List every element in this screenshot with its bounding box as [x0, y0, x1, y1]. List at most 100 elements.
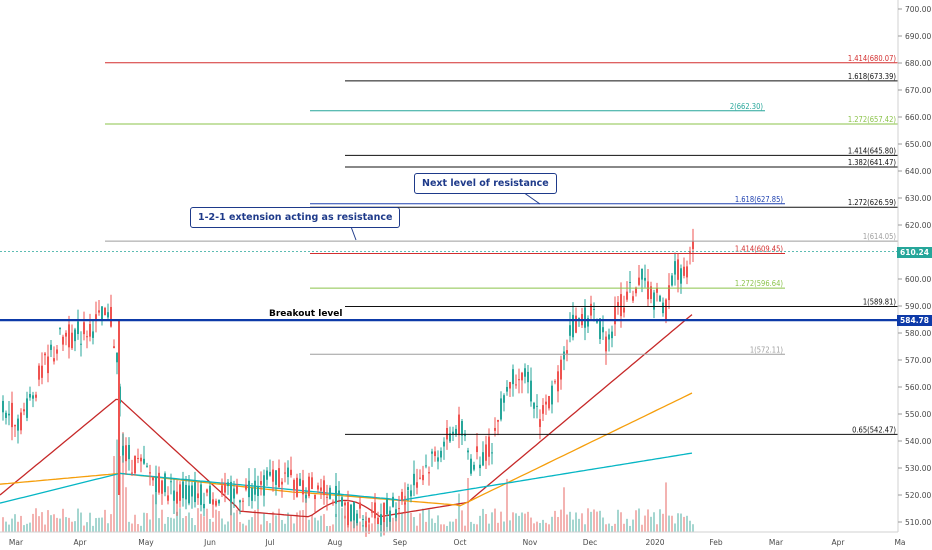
volume-bar: [623, 523, 625, 532]
y-axis: 510.00 520.00 530.00 540.00 550.00 560.00 570.…: [897, 0, 931, 532]
candle-body: [26, 398, 28, 418]
volume-bar: [638, 508, 640, 532]
volume-bar: [443, 524, 445, 532]
candle-body: [443, 441, 445, 447]
volume-bar: [68, 517, 70, 532]
candle-body: [176, 491, 178, 504]
candle-body: [71, 332, 73, 349]
volume-bar: [149, 519, 151, 532]
y-tick-label: 560.00: [905, 383, 931, 392]
candle-body: [668, 285, 670, 301]
candle-body: [665, 299, 667, 321]
candle-body: [608, 334, 610, 340]
candle-body: [167, 495, 169, 501]
candle-body: [359, 502, 361, 509]
x-tick-label: Aug: [328, 538, 343, 547]
candle-body: [308, 476, 310, 497]
volume-bar: [164, 523, 166, 532]
volume-bar: [410, 512, 412, 532]
volume-bar: [272, 511, 274, 532]
volume-bar: [599, 510, 601, 532]
volume-bar: [161, 509, 163, 532]
volume-bar: [305, 491, 307, 532]
candle-body: [38, 365, 40, 380]
volume-bar: [95, 518, 97, 532]
candle-body: [434, 451, 436, 457]
candle-body: [569, 325, 571, 336]
candle-body: [236, 485, 238, 494]
x-tick-label: Ma: [894, 538, 905, 547]
volume-bar: [17, 521, 19, 532]
candle-body: [446, 427, 448, 440]
volume-bar: [98, 517, 100, 532]
volume-bar: [77, 508, 79, 532]
volume-bar: [689, 520, 691, 532]
volume-bar: [419, 513, 421, 532]
x-tick-label: Apr: [74, 538, 88, 547]
y-tick-label: 510.00: [905, 518, 931, 527]
candle-body: [233, 488, 235, 499]
candle-body: [320, 487, 322, 491]
candle-body: [5, 412, 7, 418]
candle-body: [338, 490, 340, 496]
candle-body: [350, 504, 352, 522]
candle-body: [452, 431, 454, 434]
candle-body: [500, 398, 502, 420]
volume-bar: [521, 512, 523, 532]
candle-body: [344, 502, 346, 506]
candle-body: [584, 307, 586, 328]
volume-bar: [692, 524, 694, 532]
candle-body: [323, 480, 325, 496]
x-tick-label: Apr: [832, 538, 846, 547]
volume-bar: [527, 511, 529, 532]
candle-body: [2, 400, 4, 413]
y-tick-label: 640.00: [905, 167, 931, 176]
candle-body: [353, 501, 355, 521]
candle-body: [158, 472, 160, 493]
candle-body: [596, 319, 598, 323]
volume-bar: [458, 493, 460, 532]
candle-body: [458, 414, 460, 436]
volume-bar: [584, 524, 586, 532]
candle-body: [14, 424, 16, 427]
breakout-label: Breakout level: [269, 309, 343, 319]
volume-bar: [50, 515, 52, 532]
candle-body: [680, 268, 682, 284]
volume-bar: [239, 521, 241, 532]
fib-level-label: 1.382(641.47): [848, 158, 897, 167]
candle-body: [326, 496, 328, 498]
candle-body: [113, 346, 115, 349]
candle-body: [74, 329, 76, 342]
candle-body: [341, 497, 343, 507]
candle-body: [212, 499, 214, 505]
candle-body: [404, 502, 406, 505]
volume-bar: [338, 492, 340, 532]
x-axis: Mar Apr May Jun Jul Aug Sep Oct Nov Dec 2020 Feb Mar…: [0, 531, 906, 547]
candle-body: [515, 384, 517, 386]
candle-body: [299, 478, 301, 486]
volume-bar: [113, 456, 115, 532]
volume-bar: [662, 513, 664, 532]
candle-body: [476, 446, 478, 453]
volume-bar: [275, 515, 277, 532]
candle-body: [149, 472, 151, 474]
y-tick-label: 590.00: [905, 302, 931, 311]
volume-bar: [629, 525, 631, 532]
candle-body: [440, 450, 442, 458]
candle-body: [506, 386, 508, 392]
volume-bar: [167, 517, 169, 532]
candle-body: [671, 275, 673, 286]
candle-body: [407, 487, 409, 491]
candle-body: [383, 502, 385, 523]
sma-long-line: [0, 452, 693, 504]
candle-body: [278, 468, 280, 488]
candle-body: [554, 381, 556, 383]
candle-body: [227, 482, 229, 487]
volume-bar: [26, 523, 28, 532]
y-tick-label: 600.00: [905, 275, 931, 284]
volume-bar: [392, 517, 394, 532]
volume-bar: [287, 512, 289, 532]
candle-body: [215, 500, 217, 506]
volume-bar: [173, 518, 175, 532]
